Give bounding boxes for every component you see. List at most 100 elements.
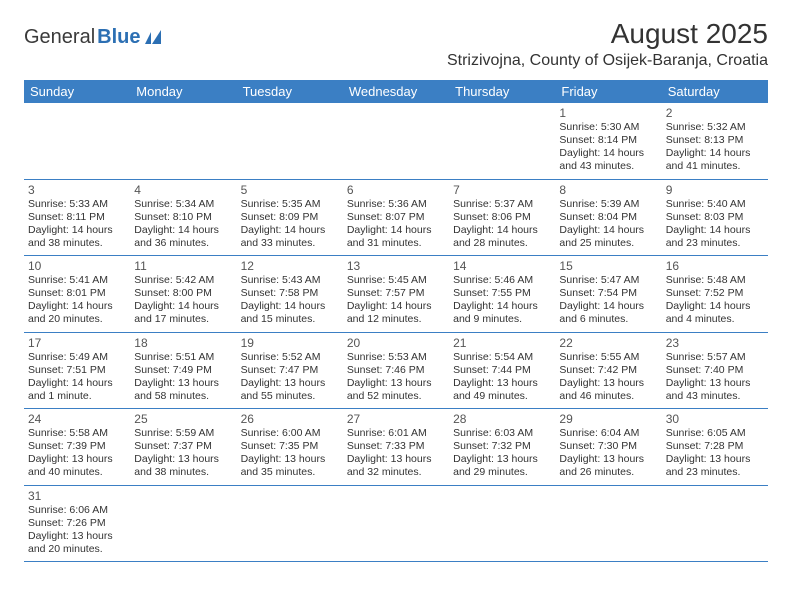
daylight-text: Daylight: 13 hours and 40 minutes. [28, 453, 126, 479]
header-right: August 2025 Strizivojna, County of Osije… [447, 18, 768, 74]
day-number: 4 [134, 183, 232, 197]
sunset-text: Sunset: 7:55 PM [453, 287, 551, 300]
calendar-day-cell: 20Sunrise: 5:53 AMSunset: 7:46 PMDayligh… [343, 332, 449, 409]
day-info: Sunrise: 5:37 AMSunset: 8:06 PMDaylight:… [453, 198, 551, 251]
sunrise-text: Sunrise: 5:34 AM [134, 198, 232, 211]
daylight-text: Daylight: 13 hours and 55 minutes. [241, 377, 339, 403]
sunset-text: Sunset: 7:54 PM [559, 287, 657, 300]
day-info: Sunrise: 5:46 AMSunset: 7:55 PMDaylight:… [453, 274, 551, 327]
logo-text-general: General [24, 26, 95, 49]
daylight-text: Daylight: 13 hours and 46 minutes. [559, 377, 657, 403]
day-number: 30 [666, 412, 764, 426]
day-number: 2 [666, 106, 764, 120]
daylight-text: Daylight: 13 hours and 58 minutes. [134, 377, 232, 403]
day-info: Sunrise: 5:36 AMSunset: 8:07 PMDaylight:… [347, 198, 445, 251]
sunrise-text: Sunrise: 5:58 AM [28, 427, 126, 440]
daylight-text: Daylight: 13 hours and 38 minutes. [134, 453, 232, 479]
sunrise-text: Sunrise: 5:55 AM [559, 351, 657, 364]
calendar-empty-cell [449, 103, 555, 179]
sunset-text: Sunset: 7:39 PM [28, 440, 126, 453]
sunset-text: Sunset: 7:51 PM [28, 364, 126, 377]
calendar-day-cell: 31Sunrise: 6:06 AMSunset: 7:26 PMDayligh… [24, 485, 130, 562]
sunrise-text: Sunrise: 5:49 AM [28, 351, 126, 364]
sunrise-text: Sunrise: 5:45 AM [347, 274, 445, 287]
sunrise-text: Sunrise: 5:47 AM [559, 274, 657, 287]
sunset-text: Sunset: 7:30 PM [559, 440, 657, 453]
sunrise-text: Sunrise: 5:46 AM [453, 274, 551, 287]
day-info: Sunrise: 5:51 AMSunset: 7:49 PMDaylight:… [134, 351, 232, 404]
day-info: Sunrise: 5:42 AMSunset: 8:00 PMDaylight:… [134, 274, 232, 327]
sunrise-text: Sunrise: 5:53 AM [347, 351, 445, 364]
daylight-text: Daylight: 13 hours and 49 minutes. [453, 377, 551, 403]
day-number: 21 [453, 336, 551, 350]
sunrise-text: Sunrise: 6:06 AM [28, 504, 126, 517]
daylight-text: Daylight: 13 hours and 32 minutes. [347, 453, 445, 479]
calendar-day-cell: 11Sunrise: 5:42 AMSunset: 8:00 PMDayligh… [130, 256, 236, 333]
sunset-text: Sunset: 7:46 PM [347, 364, 445, 377]
daylight-text: Daylight: 14 hours and 25 minutes. [559, 224, 657, 250]
calendar-empty-cell [130, 485, 236, 562]
sunrise-text: Sunrise: 6:05 AM [666, 427, 764, 440]
day-number: 16 [666, 259, 764, 273]
day-number: 12 [241, 259, 339, 273]
sunset-text: Sunset: 7:26 PM [28, 517, 126, 530]
sunrise-text: Sunrise: 5:32 AM [666, 121, 764, 134]
daylight-text: Daylight: 13 hours and 43 minutes. [666, 377, 764, 403]
calendar-day-cell: 21Sunrise: 5:54 AMSunset: 7:44 PMDayligh… [449, 332, 555, 409]
calendar-empty-cell [662, 485, 768, 562]
calendar-day-cell: 28Sunrise: 6:03 AMSunset: 7:32 PMDayligh… [449, 409, 555, 486]
day-info: Sunrise: 5:57 AMSunset: 7:40 PMDaylight:… [666, 351, 764, 404]
calendar-empty-cell [449, 485, 555, 562]
calendar-week-row: 24Sunrise: 5:58 AMSunset: 7:39 PMDayligh… [24, 409, 768, 486]
day-header: Saturday [662, 80, 768, 103]
calendar-empty-cell [555, 485, 661, 562]
daylight-text: Daylight: 14 hours and 15 minutes. [241, 300, 339, 326]
sunrise-text: Sunrise: 5:54 AM [453, 351, 551, 364]
sunrise-text: Sunrise: 5:48 AM [666, 274, 764, 287]
sunrise-text: Sunrise: 6:00 AM [241, 427, 339, 440]
daylight-text: Daylight: 13 hours and 35 minutes. [241, 453, 339, 479]
day-number: 3 [28, 183, 126, 197]
calendar-day-cell: 1Sunrise: 5:30 AMSunset: 8:14 PMDaylight… [555, 103, 661, 179]
sunset-text: Sunset: 8:06 PM [453, 211, 551, 224]
daylight-text: Daylight: 14 hours and 6 minutes. [559, 300, 657, 326]
day-number: 25 [134, 412, 232, 426]
sunset-text: Sunset: 7:47 PM [241, 364, 339, 377]
calendar-empty-cell [343, 485, 449, 562]
sunrise-text: Sunrise: 5:52 AM [241, 351, 339, 364]
sunrise-text: Sunrise: 5:59 AM [134, 427, 232, 440]
calendar-day-cell: 12Sunrise: 5:43 AMSunset: 7:58 PMDayligh… [237, 256, 343, 333]
daylight-text: Daylight: 14 hours and 38 minutes. [28, 224, 126, 250]
daylight-text: Daylight: 14 hours and 20 minutes. [28, 300, 126, 326]
calendar-empty-cell [343, 103, 449, 179]
calendar-empty-cell [24, 103, 130, 179]
calendar-day-cell: 6Sunrise: 5:36 AMSunset: 8:07 PMDaylight… [343, 179, 449, 256]
day-info: Sunrise: 5:58 AMSunset: 7:39 PMDaylight:… [28, 427, 126, 480]
sunrise-text: Sunrise: 5:36 AM [347, 198, 445, 211]
calendar-week-row: 10Sunrise: 5:41 AMSunset: 8:01 PMDayligh… [24, 256, 768, 333]
sunset-text: Sunset: 7:40 PM [666, 364, 764, 377]
daylight-text: Daylight: 14 hours and 31 minutes. [347, 224, 445, 250]
calendar-week-row: 1Sunrise: 5:30 AMSunset: 8:14 PMDaylight… [24, 103, 768, 179]
day-number: 1 [559, 106, 657, 120]
day-info: Sunrise: 5:55 AMSunset: 7:42 PMDaylight:… [559, 351, 657, 404]
day-number: 11 [134, 259, 232, 273]
sunset-text: Sunset: 8:04 PM [559, 211, 657, 224]
day-info: Sunrise: 5:49 AMSunset: 7:51 PMDaylight:… [28, 351, 126, 404]
day-header: Thursday [449, 80, 555, 103]
daylight-text: Daylight: 14 hours and 41 minutes. [666, 147, 764, 173]
sunset-text: Sunset: 7:58 PM [241, 287, 339, 300]
daylight-text: Daylight: 13 hours and 23 minutes. [666, 453, 764, 479]
calendar-day-cell: 10Sunrise: 5:41 AMSunset: 8:01 PMDayligh… [24, 256, 130, 333]
day-number: 5 [241, 183, 339, 197]
day-number: 19 [241, 336, 339, 350]
sunrise-text: Sunrise: 6:03 AM [453, 427, 551, 440]
sunset-text: Sunset: 7:37 PM [134, 440, 232, 453]
day-info: Sunrise: 5:35 AMSunset: 8:09 PMDaylight:… [241, 198, 339, 251]
day-number: 22 [559, 336, 657, 350]
calendar-day-cell: 23Sunrise: 5:57 AMSunset: 7:40 PMDayligh… [662, 332, 768, 409]
day-info: Sunrise: 5:48 AMSunset: 7:52 PMDaylight:… [666, 274, 764, 327]
day-number: 13 [347, 259, 445, 273]
day-info: Sunrise: 5:52 AMSunset: 7:47 PMDaylight:… [241, 351, 339, 404]
day-info: Sunrise: 6:00 AMSunset: 7:35 PMDaylight:… [241, 427, 339, 480]
